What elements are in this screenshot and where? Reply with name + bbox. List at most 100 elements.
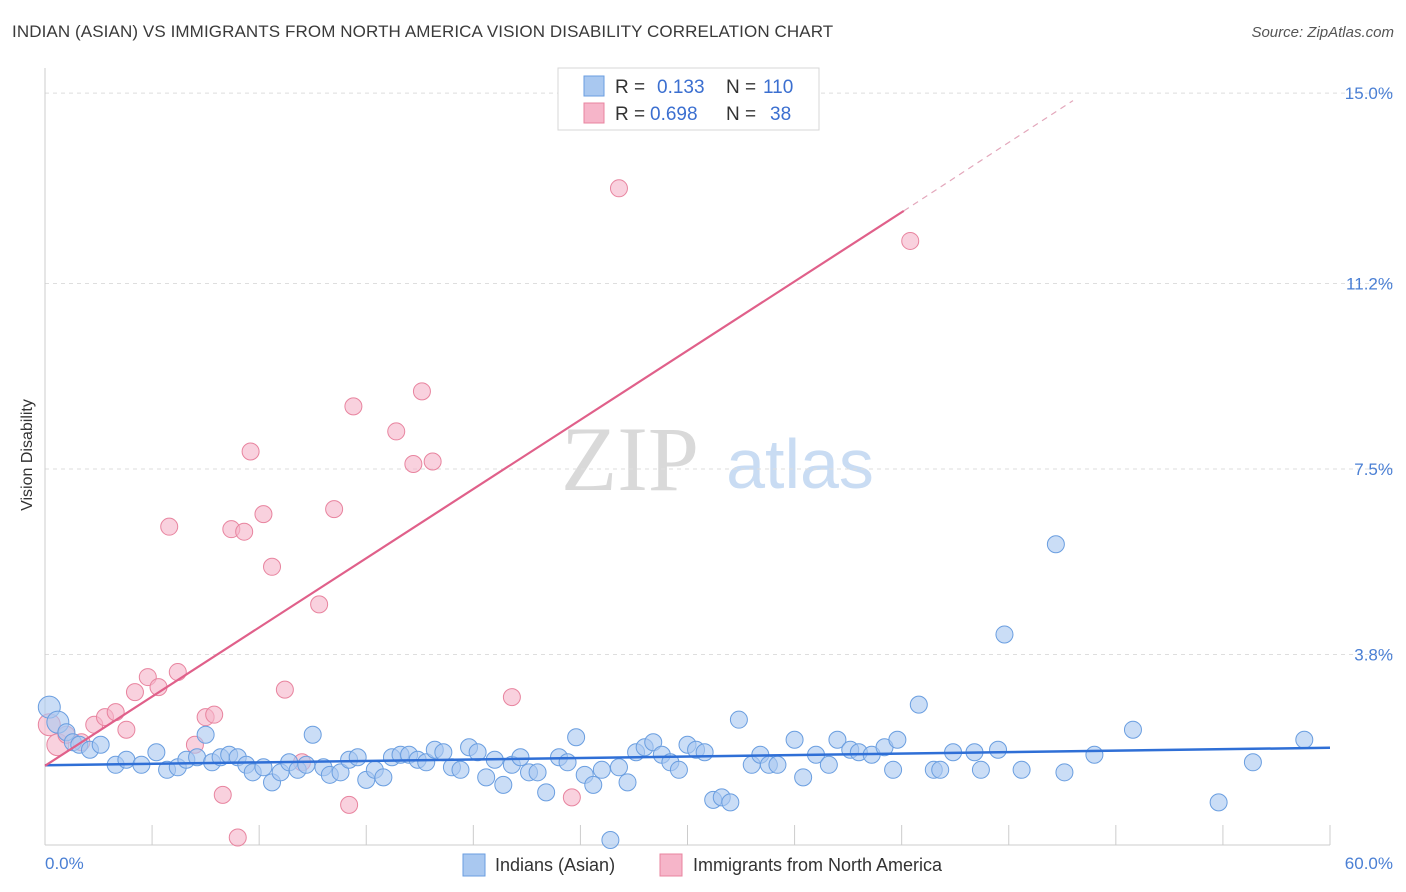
data-point-indians [644,733,663,752]
data-point-indians [618,773,637,792]
series-indians-points [37,535,1314,849]
data-point-indians [828,730,847,749]
data-point-immigrants [117,720,136,739]
data-point-indians [995,625,1014,644]
data-point-indians [609,758,628,777]
data-point-indians [147,743,166,762]
data-point-indians [1085,745,1104,764]
stats-box: R = 0.133 N = 110 R = 0.698 N = 38 [557,67,820,131]
x-tick-label-max: 60.0% [1345,854,1393,873]
data-point-immigrants [502,688,521,707]
stats-r-value-2: 0.698 [650,104,698,125]
data-point-indians [971,760,990,779]
stats-n-value-2: 38 [770,104,791,125]
data-point-indians [117,750,136,769]
data-point-indians [91,735,110,754]
data-point-immigrants [125,683,144,702]
data-point-indians [297,755,316,774]
data-point-indians [567,728,586,747]
trend-lines [44,100,1331,767]
data-point-indians [1243,753,1262,772]
data-point-indians [1295,730,1314,749]
series-immigrants-points [37,179,920,847]
data-point-indians [434,743,453,762]
data-point-indians [601,830,620,849]
data-point-indians [537,783,556,802]
data-point-immigrants [213,785,232,804]
data-point-immigrants [609,179,628,198]
data-point-immigrants [340,795,359,814]
stats-r-label-1: R = [615,77,645,98]
data-point-indians [528,763,547,782]
data-point-indians [1123,720,1142,739]
data-point-immigrants [205,705,224,724]
data-point-immigrants [228,828,247,847]
stats-r-value-1: 0.133 [657,77,705,98]
legend-label-indians: Indians (Asian) [495,855,615,875]
source-credit: Source: ZipAtlas.com [1251,24,1394,41]
data-point-immigrants [404,455,423,474]
data-point-immigrants [275,680,294,699]
data-point-immigrants [344,397,363,416]
y-tick-label: 11.2% [1346,275,1393,294]
data-point-indians [888,730,907,749]
data-point-immigrants [254,505,273,524]
data-point-immigrants [412,382,431,401]
data-point-indians [451,760,470,779]
watermark-zip: ZIP [561,408,699,510]
data-point-indians [1055,763,1074,782]
data-point-immigrants [168,663,187,682]
legend-swatch-indians [462,853,486,877]
stats-n-label-2: N = [726,104,756,125]
x-tick-label-min: 0.0% [45,854,84,873]
data-point-indians [494,775,513,794]
data-point-immigrants [160,517,179,536]
trend-line-immigrants [44,209,905,767]
data-point-indians [819,755,838,774]
data-point-indians [669,760,688,779]
legend-swatch-immigrants [659,853,683,877]
data-point-indians [695,743,714,762]
y-tick-label: 7.5% [1354,460,1393,479]
data-point-indians [374,768,393,787]
stats-n-label-1: N = [726,77,756,98]
data-point-indians [729,710,748,729]
data-point-indians [348,748,367,767]
data-point-immigrants [235,522,254,541]
data-point-immigrants [423,452,442,471]
data-point-indians [909,695,928,714]
chart-title: INDIAN (ASIAN) VS IMMIGRANTS FROM NORTH … [12,22,834,41]
data-point-indians [303,725,322,744]
y-tick-labels: 3.8% 7.5% 11.2% 15.0% [1345,84,1393,664]
data-point-immigrants [310,595,329,614]
data-point-indians [884,760,903,779]
data-point-immigrants [901,231,920,250]
data-point-indians [558,753,577,772]
data-point-indians [331,763,350,782]
y-tick-label: 15.0% [1345,84,1393,103]
watermark-atlas: atlas [726,425,874,503]
legend-label-immigrants: Immigrants from North America [693,855,943,875]
data-point-indians [511,748,530,767]
stats-n-value-1: 110 [763,77,793,98]
legend: Indians (Asian) Immigrants from North Am… [462,853,943,877]
data-point-indians [785,730,804,749]
data-point-immigrants [387,422,406,441]
data-point-indians [196,725,215,744]
data-point-indians [592,760,611,779]
data-point-indians [931,760,950,779]
data-point-indians [584,775,603,794]
trend-line-indians [44,746,1331,767]
gridlines [45,92,1393,656]
data-point-immigrants [263,557,282,576]
data-point-indians [1046,535,1065,554]
stats-swatch-pink [583,102,605,124]
data-point-immigrants [562,788,581,807]
data-point-indians [417,753,436,772]
data-point-indians [468,743,487,762]
data-point-indians [721,793,740,812]
data-point-indians [989,740,1008,759]
stats-swatch-blue [583,75,605,97]
data-point-indians [794,768,813,787]
